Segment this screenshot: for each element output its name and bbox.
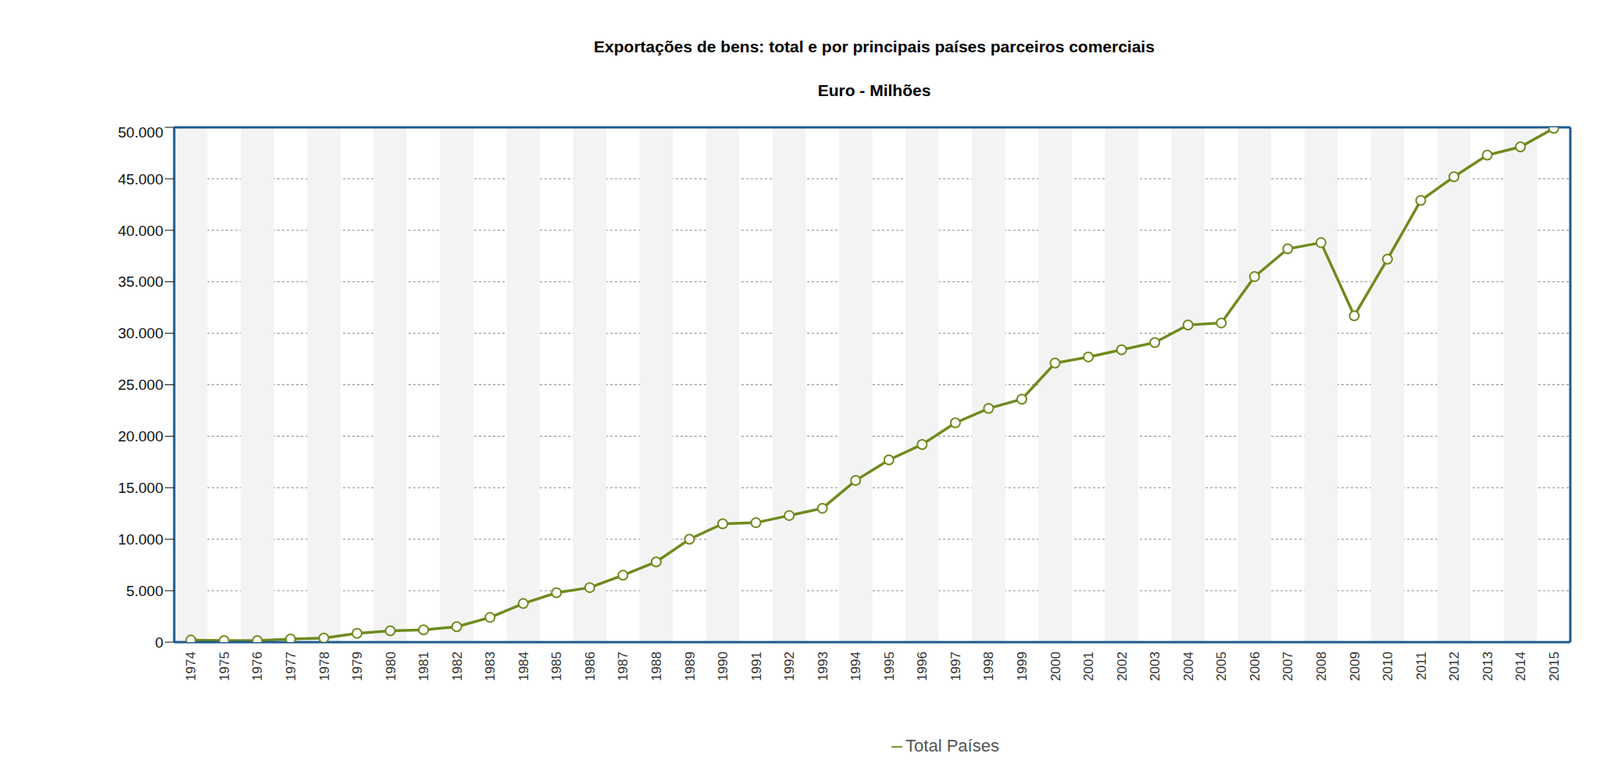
- svg-text:1982: 1982: [450, 651, 465, 682]
- svg-text:2010: 2010: [1380, 651, 1396, 682]
- svg-text:1986: 1986: [582, 651, 598, 682]
- svg-text:1995: 1995: [882, 651, 897, 682]
- svg-text:1997: 1997: [948, 651, 964, 682]
- svg-text:2011: 2011: [1414, 651, 1429, 681]
- svg-text:1993: 1993: [815, 651, 831, 682]
- svg-text:1981: 1981: [416, 651, 432, 682]
- svg-text:2005: 2005: [1214, 651, 1229, 682]
- svg-text:1987: 1987: [615, 651, 631, 682]
- svg-text:2006: 2006: [1247, 651, 1263, 682]
- svg-text:2001: 2001: [1081, 651, 1097, 682]
- svg-text:2007: 2007: [1280, 651, 1296, 682]
- svg-text:1996: 1996: [914, 651, 930, 682]
- svg-text:1984: 1984: [516, 651, 532, 682]
- svg-text:30.000: 30.000: [117, 325, 164, 342]
- svg-text:1979: 1979: [350, 651, 365, 682]
- svg-text:2008: 2008: [1314, 651, 1329, 682]
- svg-text:50.000: 50.000: [117, 124, 164, 141]
- svg-text:0: 0: [154, 634, 164, 651]
- svg-text:1977: 1977: [283, 651, 299, 682]
- svg-text:1989: 1989: [682, 651, 698, 682]
- html-text:Exportações de bens: total e p: Exportações de bens: total e por princip…: [593, 37, 1155, 56]
- svg-text:1983: 1983: [482, 651, 498, 682]
- svg-text:1999: 1999: [1014, 651, 1030, 682]
- svg-text:1992: 1992: [782, 651, 797, 682]
- svg-text:10.000: 10.000: [117, 531, 164, 548]
- svg-text:1998: 1998: [981, 651, 997, 682]
- html-text:Total Países: Total Países: [905, 735, 1000, 756]
- svg-text:40.000: 40.000: [117, 222, 164, 240]
- svg-text:1975: 1975: [217, 651, 233, 682]
- svg-text:1980: 1980: [383, 651, 399, 682]
- svg-text:1990: 1990: [715, 651, 731, 682]
- svg-text:1994: 1994: [848, 651, 864, 682]
- svg-text:5.000: 5.000: [125, 582, 164, 600]
- svg-text:2014: 2014: [1513, 651, 1529, 682]
- svg-text:2009: 2009: [1347, 651, 1363, 682]
- svg-text:1991: 1991: [749, 651, 765, 682]
- svg-text:2000: 2000: [1048, 651, 1064, 682]
- svg-text:1976: 1976: [250, 651, 265, 682]
- svg-text:2002: 2002: [1114, 651, 1130, 682]
- svg-text:45.000: 45.000: [117, 171, 164, 188]
- svg-text:1985: 1985: [549, 651, 565, 682]
- html-text:Euro - Milhões: Euro - Milhões: [817, 81, 931, 100]
- svg-text:2012: 2012: [1446, 651, 1462, 682]
- svg-text:1978: 1978: [317, 651, 333, 682]
- svg-text:2015: 2015: [1546, 651, 1562, 682]
- svg-text:2003: 2003: [1147, 651, 1163, 682]
- svg-text:20.000: 20.000: [117, 428, 164, 445]
- svg-text:15.000: 15.000: [117, 479, 164, 497]
- svg-text:2004: 2004: [1181, 651, 1197, 682]
- svg-text:1974: 1974: [183, 651, 199, 682]
- svg-text:35.000: 35.000: [117, 273, 164, 290]
- svg-text:2013: 2013: [1480, 651, 1496, 682]
- svg-text:25.000: 25.000: [117, 376, 164, 393]
- svg-text:1988: 1988: [649, 651, 665, 682]
